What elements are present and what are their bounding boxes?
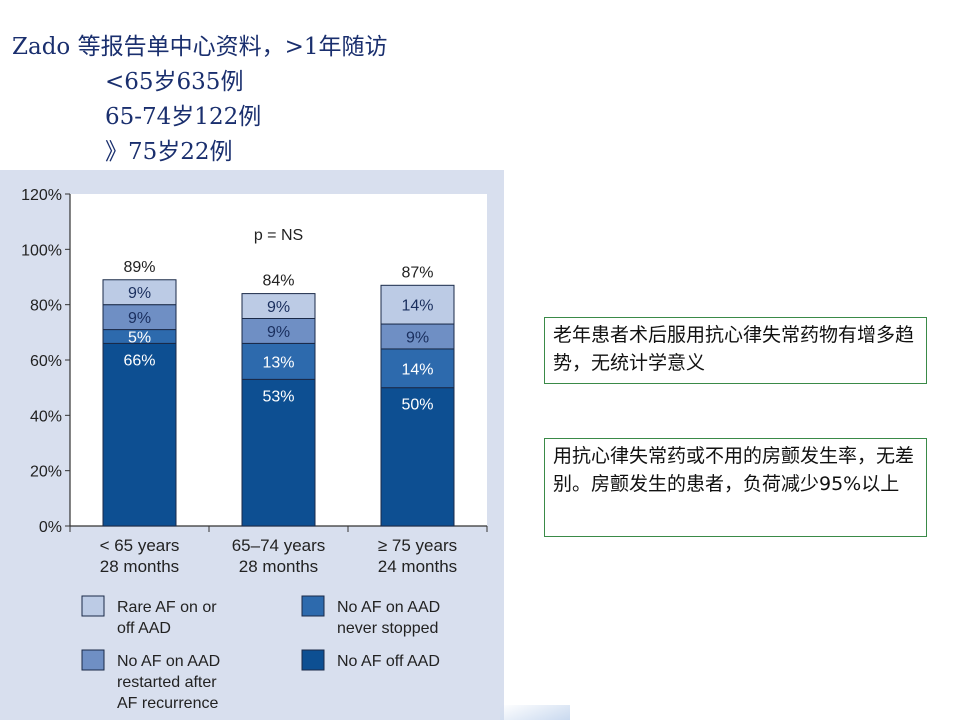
bar-value-label: 66% [123,352,155,369]
header-line-3: 65-74岁122例 [105,104,262,130]
legend-swatch [301,649,325,671]
y-tick-label: 80% [30,298,62,315]
bar-value-label: 5% [128,329,151,346]
y-tick-label: 0% [39,519,62,536]
bar-segment [380,387,455,527]
y-tick-label: 40% [30,408,62,425]
bar-segment [241,293,316,319]
stacked-bar-chart: 0% 20% 40% 60% 80% 100% 120% 66% 5% 9% 9% 89% < 65 y… [21,187,488,712]
bar-total-label: 87% [401,264,433,281]
bar-value-label: 9% [267,299,290,316]
legend-label: off AAD [117,620,171,637]
legend-label: never stopped [337,620,438,637]
bar-value-label: 9% [128,285,151,302]
bar-value-label: 9% [406,329,429,346]
legend-swatch [81,649,105,671]
bar-segment [241,378,316,527]
x-category-sublabel: 28 months [100,557,179,576]
note-box-trend: 老年患者术后服用抗心律失常药物有增多趋势，无统计学意义 [544,317,927,384]
bar-segment [380,284,455,325]
note-text-incidence: 用抗心律失常药或不用的房颤发生率，无差别。房颤发生的患者，负荷减少95%以上 [553,445,915,495]
x-category-sublabel: 28 months [239,557,318,576]
y-tick-label: 120% [21,187,62,204]
bar-value-label: 14% [401,298,433,315]
legend-label: restarted after [117,674,217,691]
x-category-sublabel: 24 months [378,557,457,576]
bar-segment [241,342,316,380]
bar-value-label: 14% [401,361,433,378]
chart-panel: 0% 20% 40% 60% 80% 100% 120% 66% 5% 9% 9% 89% < 65 y… [0,170,504,720]
title-block: Zado 等报告单中心资料，>1年随访 <65岁635例 65-74岁122例 … [12,30,387,170]
bar-value-label: 53% [262,388,294,405]
bar-segment [102,342,177,527]
header-line-1: Zado 等报告单中心资料，>1年随访 [12,34,388,60]
bar-value-label: 13% [262,354,294,371]
bar-value-label: 50% [401,397,433,414]
header-line-2: <65岁635例 [105,69,244,95]
legend-label: No AF off AAD [337,653,440,670]
note-box-incidence: 用抗心律失常药或不用的房颤发生率，无差别。房颤发生的患者，负荷减少95%以上 [544,438,927,537]
legend-swatch [301,595,325,617]
bar-total-label: 89% [123,259,155,276]
annotation-p-value: p = NS [254,227,303,244]
legend-label: No AF on AAD [117,653,220,670]
x-category-label: ≥ 75 years [378,536,457,555]
bar-segment [241,318,316,344]
x-category-label: < 65 years [100,536,180,555]
x-category-label: 65–74 years [232,536,326,555]
note-text-trend: 老年患者术后服用抗心律失常药物有增多趋势，无统计学意义 [553,324,915,374]
y-tick-label: 100% [21,242,62,259]
legend-swatch [81,595,105,617]
bar-total-label: 84% [262,273,294,290]
header-line-4: 》75岁22例 [105,139,233,165]
y-tick-label: 60% [30,353,62,370]
decorative-swoosh [500,705,570,720]
y-tick-label: 20% [30,464,62,481]
bar-value-label: 9% [267,324,290,341]
legend-label: No AF on AAD [337,599,440,616]
bar-value-label: 9% [128,310,151,327]
legend-label: AF recurrence [117,695,218,712]
bar-segment [102,279,177,306]
legend-label: Rare AF on or [117,599,217,616]
bar-segment [380,348,455,389]
